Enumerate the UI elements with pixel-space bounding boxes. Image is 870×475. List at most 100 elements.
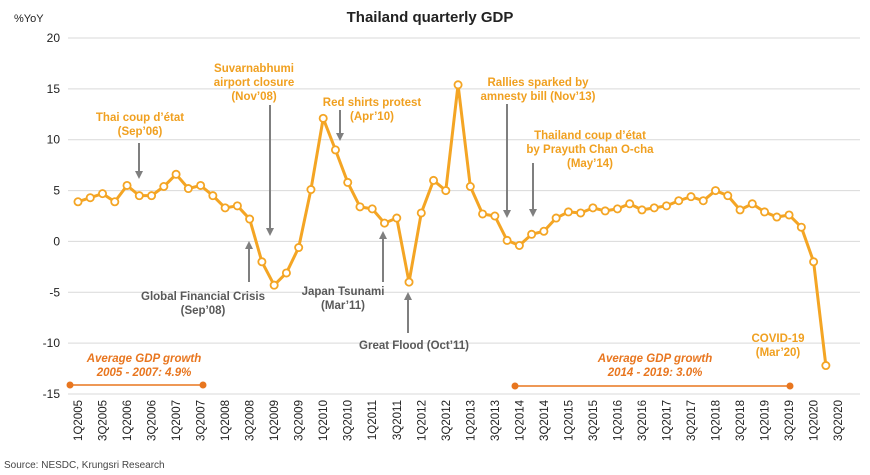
x-tick-label: 3Q2015 bbox=[588, 400, 600, 441]
data-point bbox=[196, 180, 206, 190]
x-tick-label: 1Q2006 bbox=[122, 400, 134, 441]
data-point bbox=[98, 189, 108, 199]
data-point bbox=[661, 201, 671, 211]
data-point bbox=[539, 226, 549, 236]
annotation: Global Financial Crisis bbox=[141, 291, 265, 303]
data-point bbox=[379, 218, 389, 228]
data-point bbox=[343, 177, 353, 187]
data-point bbox=[514, 240, 524, 250]
annotation: Rallies sparked by bbox=[488, 77, 590, 89]
data-point bbox=[588, 203, 598, 213]
data-point bbox=[257, 257, 267, 267]
data-point bbox=[171, 169, 181, 179]
annotation: (Apr’10) bbox=[350, 111, 394, 123]
data-point bbox=[245, 214, 255, 224]
data-point bbox=[637, 205, 647, 215]
y-tick-label: -10 bbox=[43, 336, 61, 350]
data-point bbox=[735, 205, 745, 215]
data-point bbox=[478, 209, 488, 219]
x-tick-label: 3Q2010 bbox=[343, 400, 355, 441]
data-point bbox=[612, 204, 622, 214]
data-point bbox=[281, 268, 291, 278]
data-point bbox=[404, 277, 414, 287]
y-tick-label: 10 bbox=[47, 133, 61, 147]
x-tick-label: 1Q2005 bbox=[73, 400, 85, 441]
data-point bbox=[122, 180, 132, 190]
data-point bbox=[784, 210, 794, 220]
y-tick-label: 5 bbox=[53, 184, 60, 198]
x-tick-label: 1Q2009 bbox=[269, 400, 281, 441]
annotation: by Prayuth Chan O-cha bbox=[526, 144, 654, 156]
x-tick-label: 3Q2018 bbox=[735, 400, 747, 441]
data-point bbox=[269, 280, 279, 290]
data-point bbox=[330, 145, 340, 155]
data-point bbox=[367, 204, 377, 214]
annotation: COVID-19 bbox=[751, 333, 804, 345]
y-tick-label: 0 bbox=[53, 234, 60, 248]
x-tick-label: 1Q2014 bbox=[514, 399, 526, 441]
data-point bbox=[441, 186, 451, 196]
x-tick-label: 1Q2011 bbox=[367, 400, 379, 440]
x-tick-label: 1Q2020 bbox=[809, 400, 821, 441]
data-point bbox=[306, 185, 316, 195]
annotation-arrows bbox=[135, 104, 537, 333]
data-point bbox=[576, 208, 586, 218]
data-point bbox=[429, 175, 439, 185]
data-point bbox=[711, 186, 721, 196]
annotation: 2005 - 2007: 4.9% bbox=[96, 367, 192, 379]
data-point bbox=[502, 235, 512, 245]
x-tick-label: 1Q2017 bbox=[661, 400, 673, 441]
data-point bbox=[183, 184, 193, 194]
x-tick-label: 3Q2016 bbox=[637, 400, 649, 441]
annotation: Average GDP growth bbox=[86, 353, 202, 365]
y-axis-label: %YoY bbox=[14, 13, 44, 25]
data-point bbox=[747, 199, 757, 209]
annotation: (Nov’08) bbox=[231, 91, 277, 103]
annotation: airport closure bbox=[214, 77, 295, 89]
chart-title: Thailand quarterly GDP bbox=[347, 9, 514, 26]
x-tick-label: 1Q2012 bbox=[416, 400, 428, 441]
x-tick-label: 3Q2009 bbox=[294, 400, 306, 441]
x-tick-label: 3Q2005 bbox=[98, 400, 110, 441]
annotation: Great Flood (Oct’11) bbox=[359, 340, 469, 352]
annotation: (Mar’11) bbox=[321, 300, 365, 312]
data-point bbox=[85, 193, 95, 203]
x-tick-label: 3Q2017 bbox=[686, 400, 698, 441]
annotation: Japan Tsunami bbox=[302, 286, 385, 298]
x-tick-label: 1Q2010 bbox=[318, 400, 330, 441]
annotation: Thai coup d’état bbox=[96, 112, 184, 124]
x-tick-label: 3Q2019 bbox=[784, 400, 796, 441]
annotation: 2014 - 2019: 3.0% bbox=[607, 367, 703, 379]
data-point bbox=[465, 182, 475, 192]
x-tick-label: 1Q2013 bbox=[465, 400, 477, 441]
data-point bbox=[220, 203, 230, 213]
data-point bbox=[772, 212, 782, 222]
x-tick-label: 3Q2014 bbox=[539, 399, 551, 441]
annotation: amnesty bill (Nov’13) bbox=[480, 91, 595, 103]
annotation: Thailand coup d’état bbox=[534, 130, 646, 142]
data-point bbox=[208, 191, 218, 201]
x-tick-label: 3Q2006 bbox=[147, 400, 159, 441]
data-point bbox=[527, 229, 537, 239]
average-ranges bbox=[66, 381, 794, 390]
x-tick-label: 1Q2018 bbox=[711, 400, 723, 441]
data-point bbox=[294, 243, 304, 253]
data-point bbox=[134, 191, 144, 201]
x-tick-label: 3Q2013 bbox=[490, 400, 502, 441]
x-tick-label: 3Q2020 bbox=[833, 400, 845, 441]
data-point bbox=[318, 113, 328, 123]
x-tick-label: 1Q2015 bbox=[563, 400, 575, 441]
annotation: (May’14) bbox=[567, 158, 613, 170]
data-point bbox=[355, 202, 365, 212]
x-tick-label: 3Q2008 bbox=[245, 400, 257, 441]
data-point bbox=[649, 203, 659, 213]
data-point bbox=[490, 211, 500, 221]
data-point bbox=[809, 257, 819, 267]
x-tick-label: 3Q2007 bbox=[196, 400, 208, 441]
y-tick-label: -15 bbox=[43, 387, 61, 401]
data-point bbox=[73, 197, 83, 207]
data-point bbox=[600, 206, 610, 216]
x-tick-label: 1Q2019 bbox=[760, 400, 772, 441]
y-tick-label: 20 bbox=[47, 31, 61, 45]
